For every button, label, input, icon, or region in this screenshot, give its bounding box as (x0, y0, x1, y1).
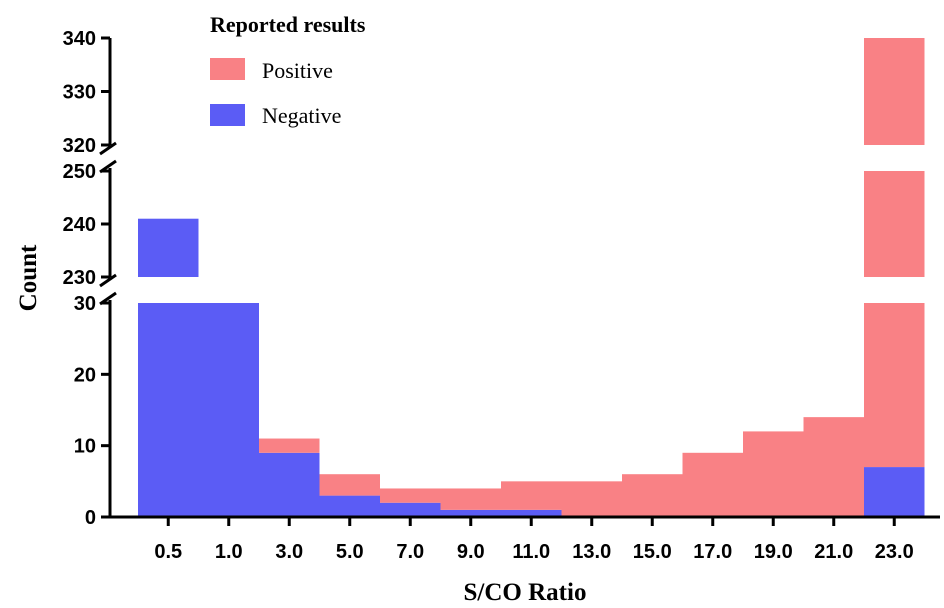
bar-positive-11-seg0 (803, 417, 864, 517)
x-tick-label: 13.0 (572, 541, 611, 563)
x-tick-label: 7.0 (396, 541, 424, 563)
y-tick-labels: 0 10 20 30 230 240 250 320 330 340 (63, 28, 96, 529)
axis-break-mark (99, 159, 117, 174)
x-tick-label: 0.5 (154, 541, 182, 563)
bar-positive-10-seg0 (743, 431, 804, 517)
x-tick-label: 3.0 (275, 541, 303, 563)
legend-swatch-negative (210, 104, 245, 126)
x-tick-label: 5.0 (336, 541, 364, 563)
y-tick-label: 250 (63, 161, 96, 183)
y-tick-label: 340 (63, 28, 96, 50)
y-tick-label: 20 (74, 364, 96, 386)
bar-positive-12-seg1 (864, 171, 925, 277)
bar-positive-12-seg2 (864, 38, 925, 145)
axis-break-mark (99, 273, 117, 288)
bar-negative-6-seg0 (501, 509, 562, 517)
bar-positive-12-seg0 (864, 303, 925, 468)
axis-break-mark (99, 291, 117, 306)
y-tick-label: 320 (63, 135, 96, 157)
y-tick-label: 30 (74, 293, 96, 315)
bar-negative-4-seg0 (380, 502, 441, 517)
legend: Reported results Positive Negative (210, 12, 366, 128)
x-tick-label: 21.0 (814, 541, 853, 563)
x-axis-title: S/CO Ratio (464, 579, 587, 606)
y-tick-label: 0 (85, 507, 96, 529)
bar-positive-2-seg0 (259, 438, 320, 453)
legend-label-positive: Positive (262, 58, 333, 83)
bar-negative-2-seg0 (259, 452, 320, 517)
y-tick-label: 10 (74, 436, 96, 458)
bar-negative-5-seg0 (440, 509, 501, 517)
legend-swatch-positive (210, 58, 245, 80)
x-tick-label: 15.0 (633, 541, 672, 563)
y-tick-label: 330 (63, 82, 96, 104)
bar-negative-0-seg0 (138, 303, 199, 517)
bar-positive-9-seg0 (682, 452, 743, 517)
bar-positive-3-seg0 (319, 474, 380, 496)
axes-layer (99, 36, 940, 526)
bar-negative-3-seg0 (319, 495, 380, 517)
legend-title: Reported results (210, 12, 366, 37)
axis-break-mark (99, 141, 117, 156)
x-tick-label: 17.0 (693, 541, 732, 563)
x-tick-label: 19.0 (754, 541, 793, 563)
x-tick-label: 11.0 (512, 541, 550, 563)
bar-positive-6-seg0 (501, 481, 562, 510)
bar-positive-5-seg0 (440, 488, 501, 510)
x-tick-label: 23.0 (875, 541, 914, 563)
y-tick-label: 240 (63, 214, 96, 236)
bar-negative-1-seg0 (198, 303, 259, 517)
bars-layer (138, 38, 925, 517)
x-tick-label: 1.0 (215, 541, 243, 563)
bar-negative-0-seg1 (138, 218, 199, 277)
legend-label-negative: Negative (262, 103, 341, 128)
bar-positive-4-seg0 (380, 488, 441, 503)
bar-positive-7-seg0 (561, 481, 622, 517)
bar-negative-12-seg0 (864, 467, 925, 517)
x-tick-labels: 0.5 1.0 3.0 5.0 7.0 9.0 11.0 13.0 15.0 17.0 19.0 21… (154, 541, 913, 563)
x-tick-label: 9.0 (457, 541, 485, 563)
bar-positive-8-seg0 (622, 474, 683, 517)
y-axis-title: Count (15, 244, 42, 311)
y-tick-label: 230 (63, 267, 96, 289)
